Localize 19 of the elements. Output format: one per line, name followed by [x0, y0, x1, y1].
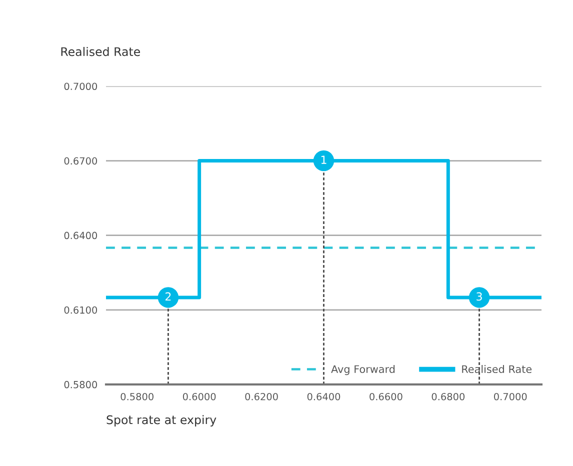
x-tick-label: 0.7000	[494, 392, 527, 400]
y-tick-label: 0.7000	[64, 82, 98, 90]
x-tick-label: 0.6200	[245, 392, 278, 400]
x-tick-label: 0.5800	[120, 392, 154, 400]
x-tick-label: 0.6400	[307, 392, 340, 400]
y-tick-label: 0.5800	[64, 380, 98, 388]
annotation: 2	[165, 292, 171, 301]
y-tick-label: 0.6700	[64, 157, 98, 165]
x-tick-label: 0.6600	[370, 392, 402, 400]
x-tick-label: 0.6000	[182, 392, 216, 400]
y-tick-label: 0.6100	[64, 306, 98, 314]
annotation: 3	[476, 292, 482, 301]
legend-label: Avg Forward	[331, 364, 395, 376]
x-axis-title: Spot rate at expiry	[106, 415, 216, 427]
y-tick-label: 0.6400	[64, 232, 98, 240]
x-tick-label: 0.6800	[432, 392, 465, 400]
annotation: 1	[321, 156, 326, 164]
legend-label: Realised Rate	[462, 364, 532, 374]
y-axis-title: Realised Rate	[61, 46, 140, 56]
